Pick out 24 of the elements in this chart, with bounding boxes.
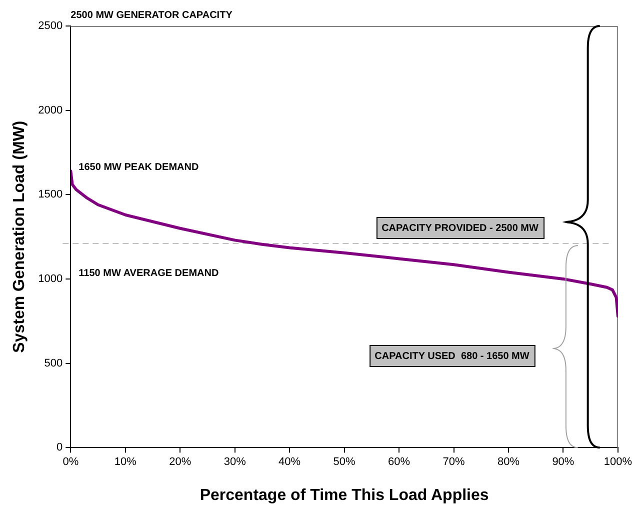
- x-tick-label: 80%: [497, 456, 520, 468]
- y-tick-label: 1500: [38, 188, 63, 201]
- x-tick-label: 40%: [278, 456, 301, 468]
- x-tick-label: 70%: [442, 456, 465, 468]
- y-tick-label: 2000: [38, 104, 63, 116]
- x-tick-label: 60%: [388, 456, 410, 468]
- x-tick-label: 100%: [604, 456, 632, 468]
- x-tick-label: 0%: [62, 456, 79, 468]
- x-tick-label: 90%: [552, 456, 574, 468]
- annotation: 1650 MW PEAK DEMAND: [78, 162, 199, 174]
- x-tick-label: 30%: [224, 456, 246, 468]
- y-tick-label: 500: [44, 357, 63, 370]
- x-tick-label: 50%: [333, 456, 356, 468]
- y-tick-label: 2500: [38, 20, 63, 32]
- annotation: 1150 MW AVERAGE DEMAND: [78, 268, 219, 279]
- annotation: CAPACITY PROVIDED - 2500 MW: [382, 222, 539, 234]
- x-tick-label: 20%: [169, 456, 192, 468]
- annotation: CAPACITY USED 680 - 1650 MW: [374, 350, 530, 362]
- y-axis-title: System Generation Load (MW): [11, 120, 28, 353]
- x-axis-title: Percentage of Time This Load Applies: [200, 486, 489, 504]
- y-tick-label: 0: [56, 442, 63, 454]
- chart-title: 2500 MW GENERATOR CAPACITY: [70, 10, 233, 21]
- y-tick-label: 1000: [38, 272, 63, 285]
- x-tick-label: 10%: [114, 456, 137, 468]
